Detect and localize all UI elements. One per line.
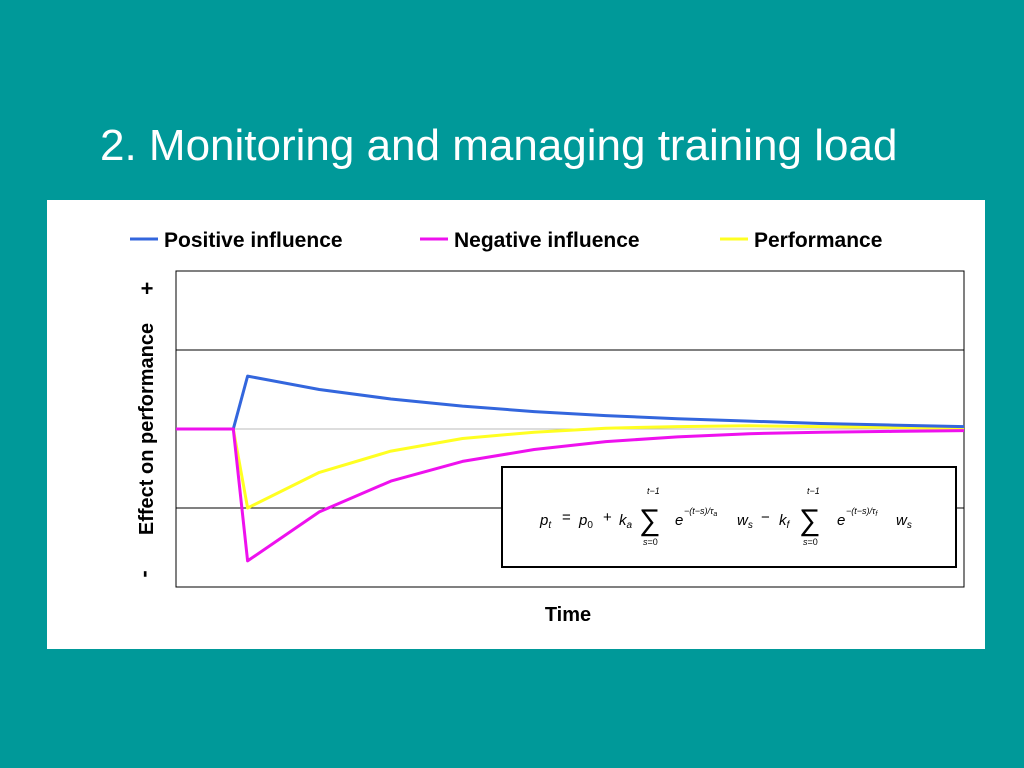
legend-item-performance: Performance: [720, 229, 882, 252]
formula-sum-1: ∑: [639, 504, 660, 537]
formula: pt = p0 + ka ∑ t−1 s=0 e −(t−s)/τa ws − …: [539, 486, 912, 547]
formula-sum-2: ∑: [799, 504, 820, 537]
y-axis-bottom-label: -: [131, 570, 156, 577]
formula-plus: +: [603, 509, 612, 526]
chart-legend: Positive influence Negative influence Perf…: [130, 229, 882, 252]
legend-label: Negative influence: [454, 229, 640, 252]
formula-exp-2: e: [837, 512, 845, 529]
series-line-performance: [176, 424, 965, 510]
legend-label: Performance: [754, 229, 882, 252]
series-line-negative-influence: [176, 427, 965, 563]
formula-sum-1-upper: t−1: [647, 486, 660, 496]
legend-item-negative-influence: Negative influence: [420, 229, 640, 252]
formula-box: pt = p0 + ka ∑ t−1 s=0 e −(t−s)/τa ws − …: [501, 466, 957, 568]
series-line-positive-influence: [176, 374, 965, 431]
formula-sum-2-lower: s=0: [803, 537, 818, 547]
slide-title: 2. Monitoring and managing training load: [100, 121, 898, 170]
formula-sum-1-lower: s=0: [643, 537, 658, 547]
y-axis-top-label: +: [141, 276, 154, 301]
formula-exp-1-power: −(t−s)/τa: [684, 506, 717, 518]
legend-label: Positive influence: [164, 229, 343, 252]
formula-minus: −: [761, 509, 770, 526]
formula-sum-2-upper: t−1: [807, 486, 820, 496]
formula-kf: kf: [779, 512, 791, 531]
legend-item-positive-influence: Positive influence: [130, 229, 343, 252]
y-axis-label: Effect on performance: [136, 323, 158, 535]
training-load-chart: Positive influence Negative influence Perf…: [130, 229, 965, 626]
chart-panel: Positive influence Negative influence Perf…: [47, 200, 985, 649]
x-axis-label: Time: [545, 604, 591, 626]
formula-exp-1: e: [675, 512, 683, 529]
formula-eq: =: [562, 509, 571, 526]
formula-exp-2-power: −(t−s)/τf: [846, 506, 878, 518]
series-layer: [176, 374, 965, 563]
